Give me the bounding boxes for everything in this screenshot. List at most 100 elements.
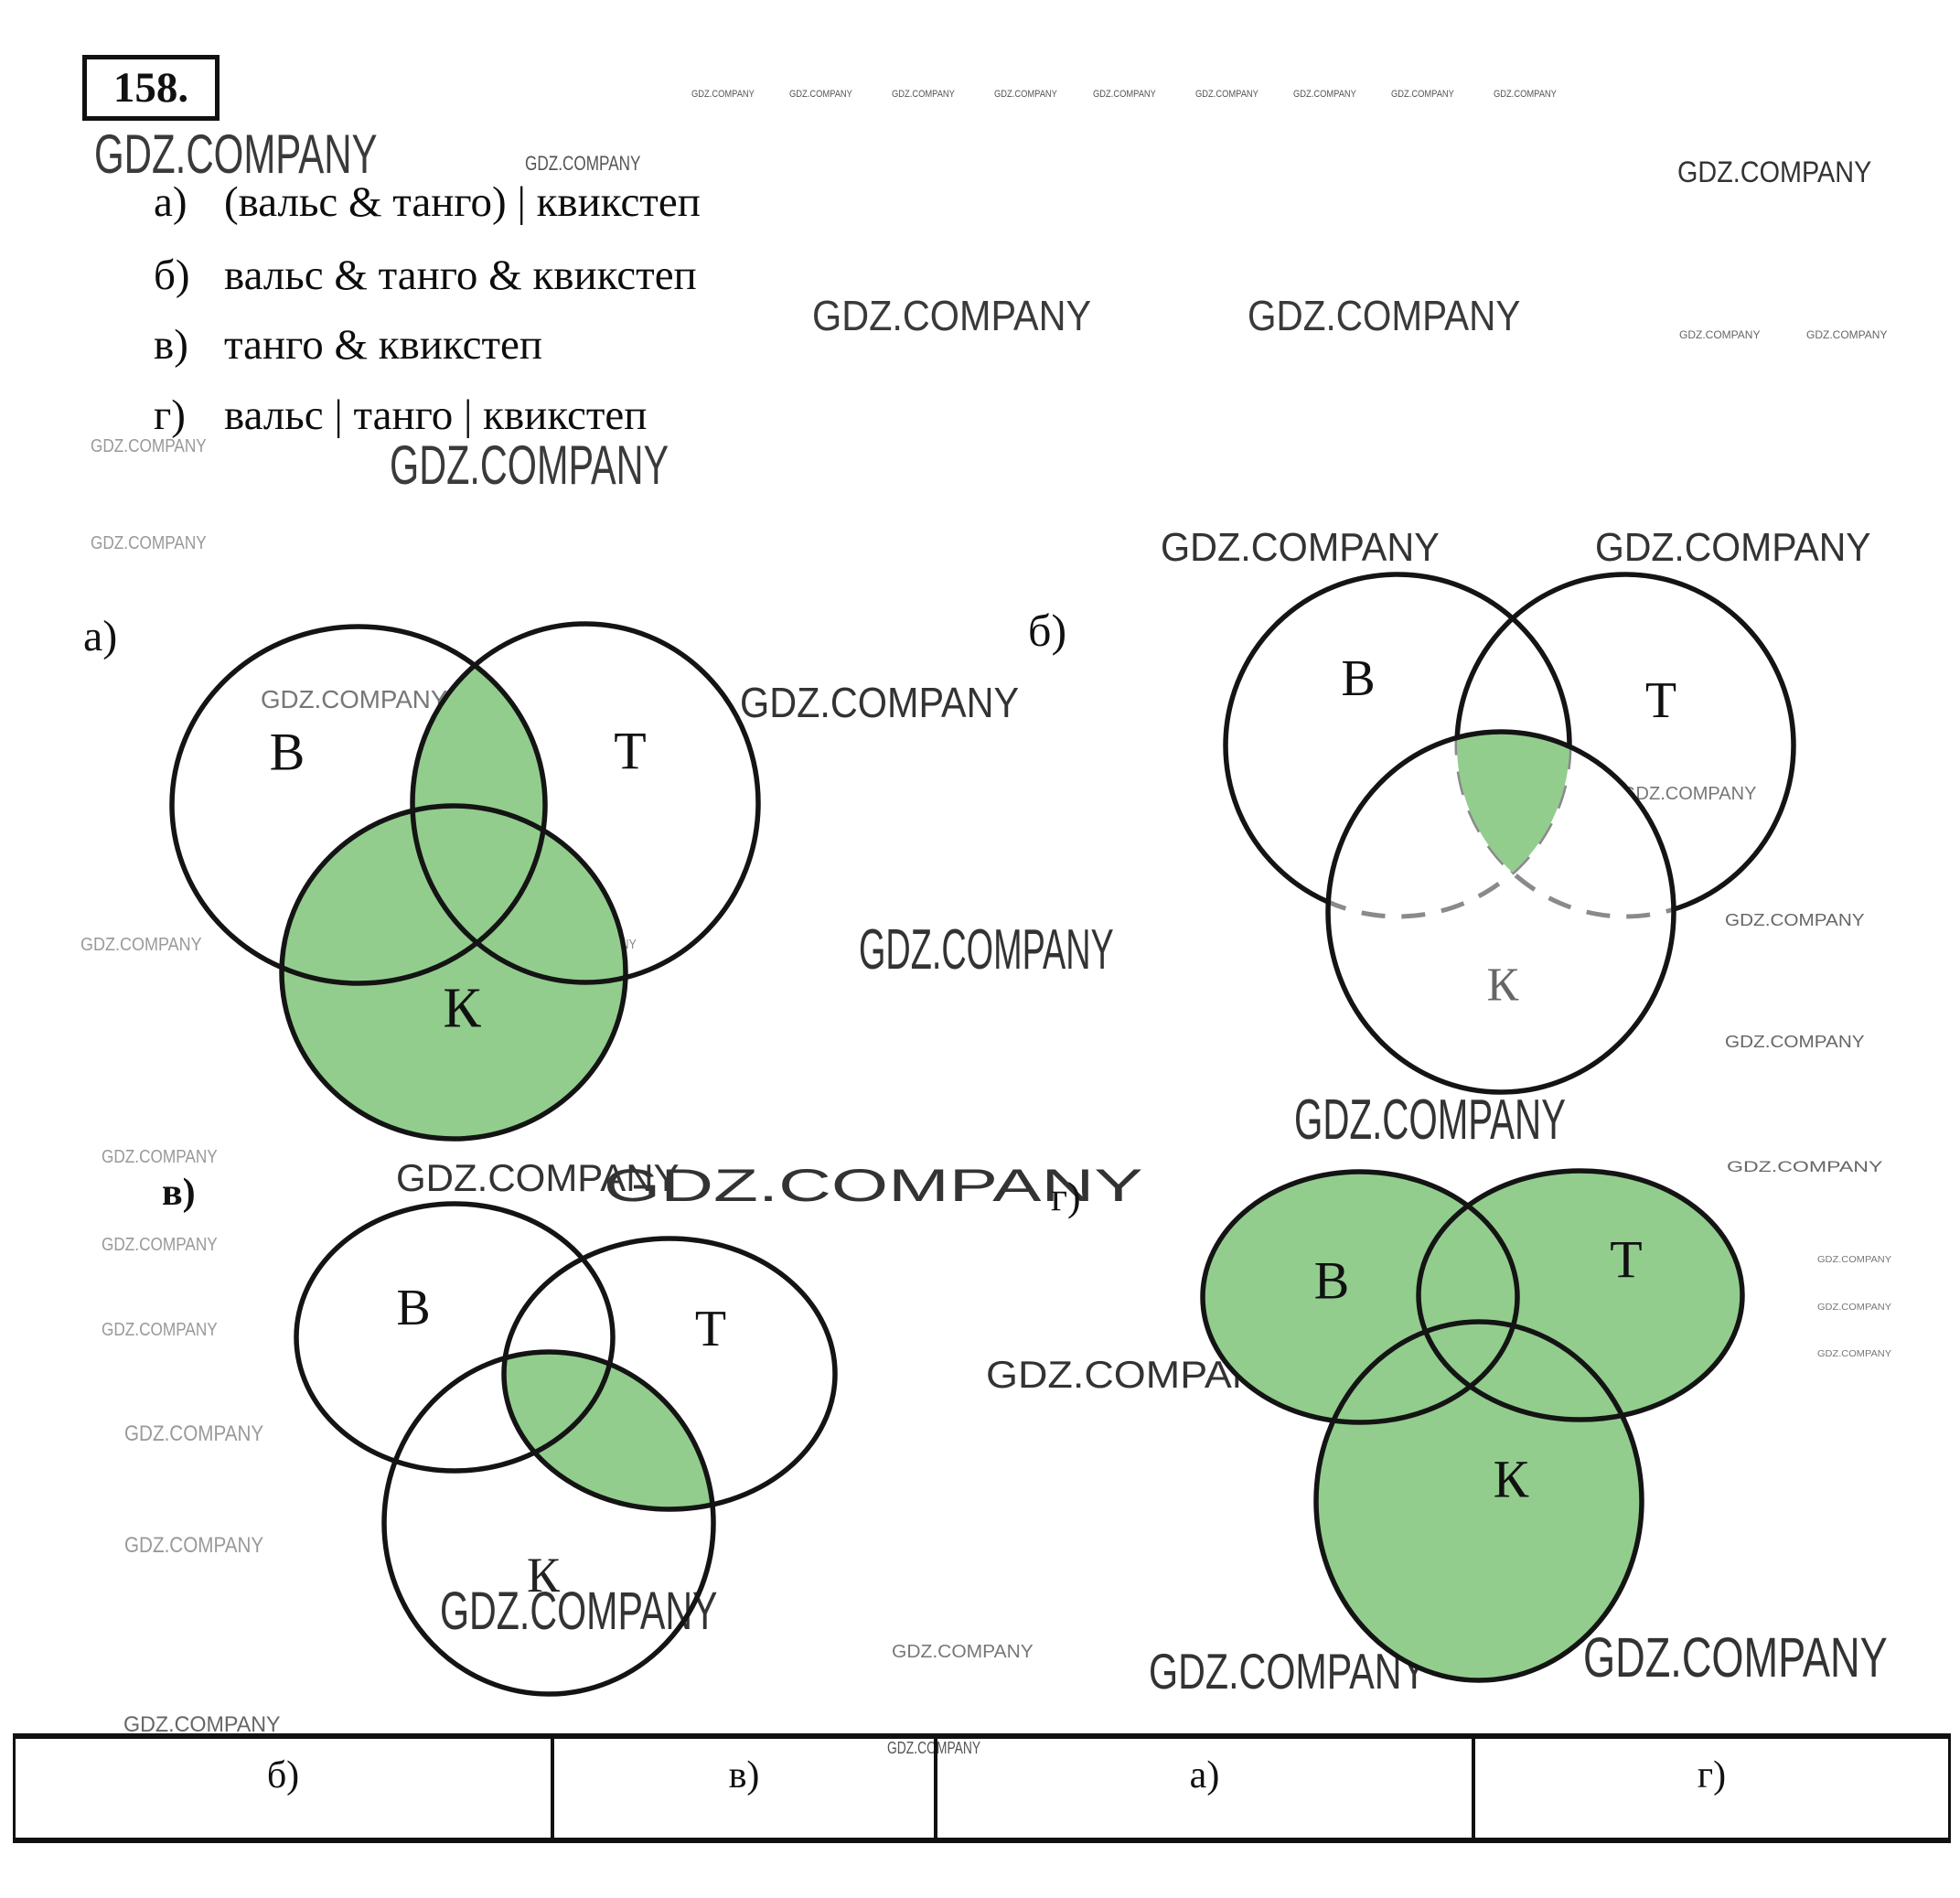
- answer-cell-2: в): [554, 1739, 937, 1838]
- watermark-text: GDZ.COMPANY: [124, 1533, 264, 1558]
- watermark-text: GDZ.COMPANY: [1806, 328, 1888, 341]
- venn-v: [294, 1201, 838, 1697]
- watermark-text: GDZ.COMPANY: [892, 89, 955, 100]
- venn-a: [169, 621, 761, 1142]
- venn-g-label-k: К: [1493, 1449, 1529, 1509]
- watermark-text: GDZ.COMPANY: [1725, 1033, 1865, 1051]
- watermark-text: GDZ.COMPANY: [1583, 1626, 1888, 1689]
- watermark-text: GDZ.COMPANY: [1149, 1643, 1428, 1700]
- venn-a-circle-v: [169, 624, 548, 986]
- watermark-text: GDZ.COMPANY: [1294, 1088, 1567, 1152]
- venn-a-circle-t: [410, 621, 761, 985]
- venn-a-circle-k: [279, 803, 628, 1142]
- watermark-text: GDZ.COMPANY: [1248, 292, 1521, 339]
- venn-g-k-fill: [1316, 1322, 1642, 1680]
- venn-b-label-v: В: [1341, 650, 1376, 707]
- venn-a-bt-lens-fill: [412, 627, 545, 982]
- watermark-text: GDZ.COMPANY: [80, 935, 202, 955]
- venn-a-label-t: Т: [614, 721, 647, 781]
- watermark-text: GDZ.COMPANY: [102, 1147, 218, 1167]
- formula-line-g: г) вальс | танго | квикстеп: [154, 391, 647, 440]
- venn-v-circle-v: [294, 1201, 616, 1474]
- watermark-text: GDZ.COMPANY: [261, 685, 448, 713]
- venn-a-k-fill: [282, 806, 626, 1139]
- watermark-text: GDZ.COMPANY: [102, 1235, 218, 1255]
- watermark-text: GDZ.COMPANY: [1161, 525, 1440, 570]
- formula-line-v: в) танго & квикстеп: [154, 320, 542, 370]
- venn-a-label-k: К: [443, 977, 481, 1040]
- venn-b: [1223, 572, 1796, 1095]
- venn-g-circle-v: [1200, 1169, 1520, 1425]
- problem-number-box: 158.: [82, 55, 220, 121]
- watermark-text: GDZ.COMPANY: [1093, 89, 1156, 100]
- watermark-text: GDZ.COMPANY: [1595, 525, 1871, 570]
- venn-g: [1200, 1168, 1745, 1683]
- watermark-text: GDZ.COMPANY: [102, 1320, 218, 1340]
- watermark-text: GDZ.COMPANY: [440, 1582, 718, 1641]
- venn-v-label-t: Т: [694, 1301, 727, 1357]
- formula-text-b: вальс & танго & квикстеп: [224, 252, 697, 299]
- watermark-text: GDZ.COMPANY: [91, 436, 207, 456]
- watermark-text: GDZ.COMPANY: [1727, 1158, 1883, 1175]
- watermark-text: GDZ.COMPANY: [1293, 89, 1356, 100]
- watermark-text: GDZ.COMPANY: [123, 1712, 281, 1737]
- watermark-text: GDZ.COMPANY: [1494, 89, 1557, 100]
- formula-letter-a: а): [154, 178, 187, 226]
- watermark-text: GDZ.COMPANY: [1817, 1349, 1892, 1359]
- venn-v-circle-t: [501, 1236, 838, 1512]
- watermark-text: GDZ.COMPANY: [1677, 155, 1872, 188]
- watermark-text: GDZ.COMPANY: [124, 1421, 264, 1446]
- formula-text-a: (вальс & танго) | квикстеп: [224, 178, 701, 226]
- venn-g-circle-t: [1416, 1168, 1745, 1422]
- venn-b-circle-k: [1325, 729, 1676, 1095]
- venn-v-label-v: В: [396, 1280, 431, 1336]
- venn-b-label-t: Т: [1644, 672, 1677, 729]
- formula-letter-b: б): [154, 252, 190, 299]
- watermark-text: GDZ.COMPANY: [1622, 784, 1757, 804]
- watermark-text: GDZ.COMPANY: [812, 292, 1092, 339]
- venn-g-label-v: В: [1313, 1250, 1350, 1311]
- formula-text-g: вальс | танго | квикстеп: [224, 391, 648, 439]
- formula-letter-v: в): [154, 321, 188, 369]
- watermark-text: GDZ.COMPANY: [859, 918, 1114, 981]
- watermark-text: GDZ.COMPANY: [1817, 1303, 1892, 1313]
- watermark-text: GDZ.COMPANY: [1725, 911, 1865, 929]
- venn-b-k-mask: [1328, 732, 1674, 1092]
- watermark-text: GDZ.COMPANY: [1391, 89, 1454, 100]
- venn-v-circle-k: [381, 1349, 716, 1697]
- watermark-text: GDZ.COMPANY: [525, 152, 641, 175]
- watermark-text: GDZ.COMPANY: [396, 1156, 680, 1199]
- answer-cell-3: а): [937, 1739, 1475, 1838]
- formula-letter-g: г): [154, 391, 186, 439]
- watermark-text: GDZ.COMPANY: [1195, 89, 1258, 100]
- caption-a: а): [83, 612, 118, 660]
- watermark-text: GDZ.COMPANY: [1817, 1255, 1892, 1265]
- venn-g-circle-k: [1313, 1319, 1644, 1683]
- problem-number: 158.: [112, 64, 189, 112]
- caption-v: в): [162, 1172, 196, 1214]
- venn-b-label-k: К: [1486, 959, 1519, 1012]
- venn-a-label-v: В: [269, 722, 305, 782]
- watermark-text: GDZ.COMPANY: [604, 1160, 1143, 1211]
- watermark-text: GDZ.COMPANY: [892, 1642, 1034, 1662]
- watermark-text: GDZ.COMPANY: [789, 89, 852, 100]
- venn-v-label-k: К: [526, 1548, 561, 1603]
- formula-line-a: а) (вальс & танго) | квикстеп: [154, 177, 701, 227]
- watermark-text: GDZ.COMPANY: [740, 679, 1020, 726]
- venn-v-tk-lens-fill: [504, 1352, 713, 1509]
- watermark-text: GDZ.COMPANY: [94, 123, 378, 185]
- formula-text-v: танго & квикстеп: [224, 321, 543, 369]
- caption-g: г): [1051, 1174, 1081, 1219]
- answer-table: б) в) а) г): [13, 1733, 1951, 1843]
- answer-cell-4: г): [1697, 1754, 1727, 1796]
- formula-line-b: б) вальс & танго & квикстеп: [154, 251, 697, 300]
- caption-b: б): [1028, 605, 1067, 656]
- watermark-text: GDZ.COMPANY: [1679, 328, 1761, 341]
- venn-g-label-t: Т: [1610, 1229, 1643, 1290]
- answer-cell-1: б): [16, 1739, 554, 1838]
- watermark-text: GDZ.COMPANY: [390, 434, 669, 496]
- watermark-text: GDZ.COMPANY: [91, 533, 207, 553]
- watermark-text: GDZ.COMPANY: [691, 89, 755, 100]
